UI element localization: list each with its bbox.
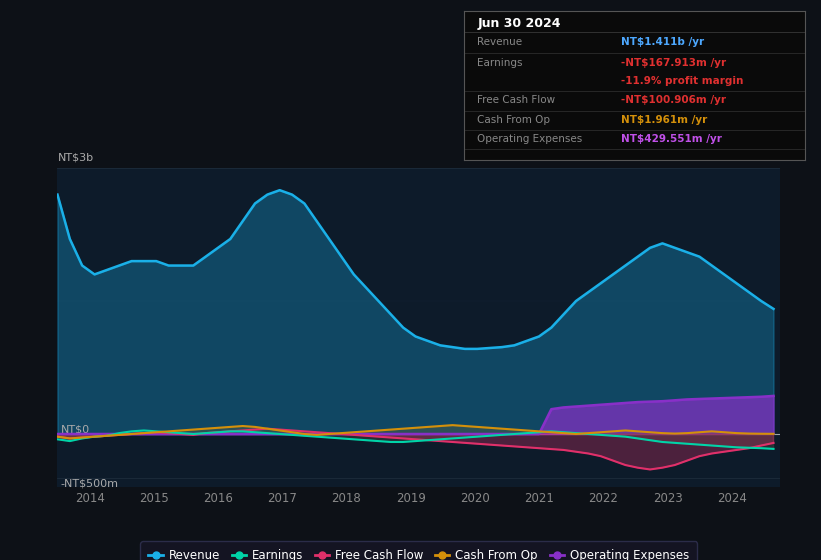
Text: NT$1.411b /yr: NT$1.411b /yr <box>621 38 704 48</box>
Legend: Revenue, Earnings, Free Cash Flow, Cash From Op, Operating Expenses: Revenue, Earnings, Free Cash Flow, Cash … <box>140 541 697 560</box>
Text: Earnings: Earnings <box>478 58 523 68</box>
Text: Jun 30 2024: Jun 30 2024 <box>478 17 561 30</box>
Text: NT$429.551m /yr: NT$429.551m /yr <box>621 134 722 144</box>
Text: Cash From Op: Cash From Op <box>478 115 551 124</box>
Text: Operating Expenses: Operating Expenses <box>478 134 583 144</box>
Text: Free Cash Flow: Free Cash Flow <box>478 95 556 105</box>
Text: -NT$167.913m /yr: -NT$167.913m /yr <box>621 58 726 68</box>
Text: Revenue: Revenue <box>478 38 523 48</box>
Text: NT$1.961m /yr: NT$1.961m /yr <box>621 115 707 124</box>
Text: -NT$500m: -NT$500m <box>61 478 119 488</box>
Text: -11.9% profit margin: -11.9% profit margin <box>621 76 743 86</box>
Text: NT$3b: NT$3b <box>57 152 94 162</box>
Text: NT$0: NT$0 <box>61 424 89 434</box>
Text: -NT$100.906m /yr: -NT$100.906m /yr <box>621 95 726 105</box>
